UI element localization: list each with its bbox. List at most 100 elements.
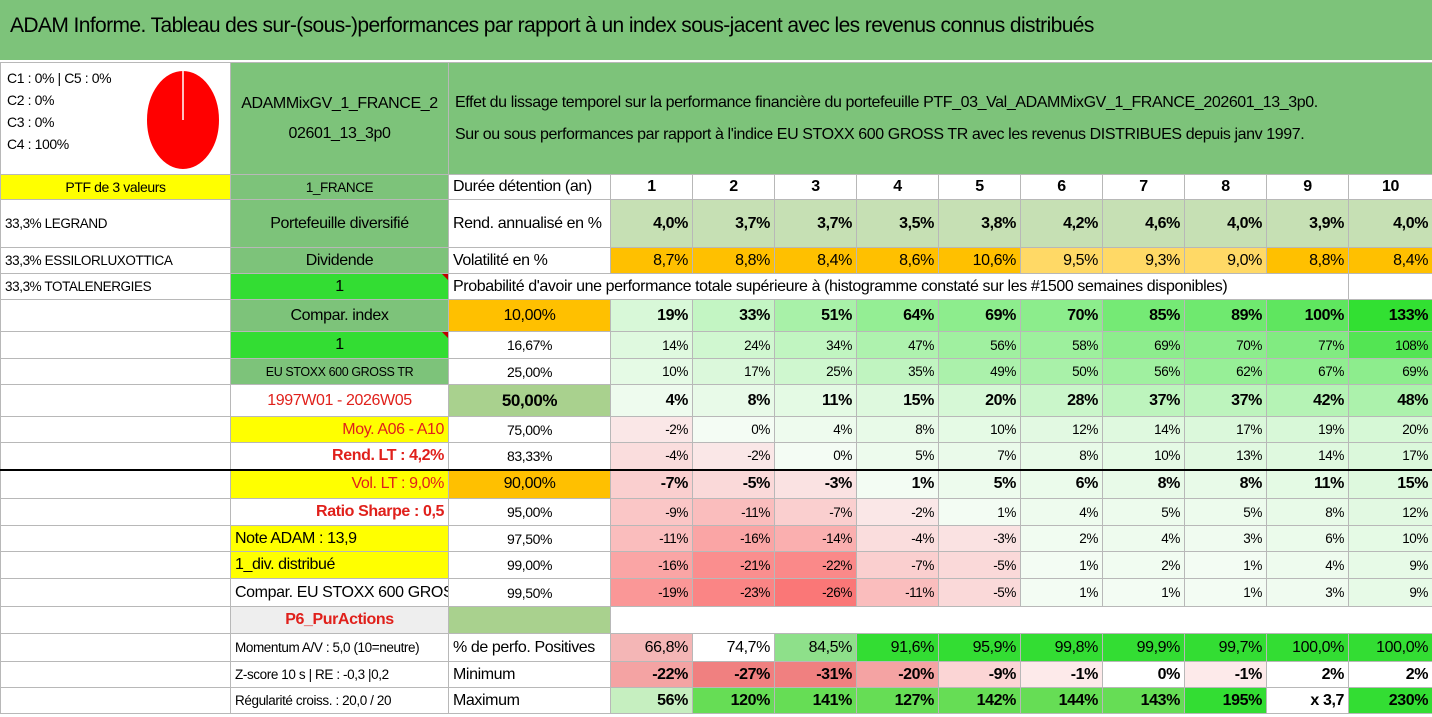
zscore-label: Z-score 10 s | RE : -0,3 |0,2 [230,661,449,688]
maximum-value: 144% [1020,687,1103,714]
compar-index-label: Compar. index [230,299,449,332]
quantile-value: 5% [1102,498,1185,526]
quantile-value: 1% [1020,578,1103,607]
quantile-row: Note ADAM : 13,9 97,50% -11% -16% -14% -4% -3%… [0,525,1432,552]
class-line: C2 : 0% [7,92,54,108]
quantile-value: 10% [938,416,1021,443]
empty-cell [0,442,231,470]
momentum-label: Momentum A/V : 5,0 (10=neutre) [230,633,449,662]
quantile-value: 8% [1102,468,1185,499]
maximum-value: 143% [1102,687,1185,714]
minimum-value: 0% [1102,661,1185,688]
return-row: 33,3% LEGRAND Portefeuille diversifié Rend… [0,199,1432,248]
page-title: ADAM Informe. Tableau des sur-(sous-)per… [10,14,1094,37]
quantile-value: 85% [1102,299,1185,332]
quantile-probability: 50,00% [448,384,611,417]
maximum-value: 56% [610,687,693,714]
quantile-value: 17% [1347,442,1432,470]
quantile-value: 69% [938,299,1021,332]
period-label: 1997W01 - 2026W05 [230,384,449,417]
empty-cell [0,578,231,607]
quantile-probability: 25,00% [448,358,611,385]
volatility-value: 9,5% [1020,247,1103,274]
category-label: P6_PurActions [230,606,449,634]
volatility-row: 33,3% ESSILORLUXOTTICA Dividende Volatilit… [0,247,1432,274]
portfolio-code-line: ADAMMixGV_1_FRANCE_2 [241,94,438,112]
quantile-value: 10% [1347,525,1432,552]
volatility-value: 9,0% [1184,247,1267,274]
quantile-value: -7% [856,551,939,579]
empty-cell [0,498,231,526]
year-header: 9 [1266,174,1349,200]
quantile-value: 25% [774,358,857,385]
quantile-value: 33% [692,299,775,332]
minimum-value: -1% [1020,661,1103,688]
quantile-value: 3% [1184,525,1267,552]
quantile-value: -3% [938,525,1021,552]
return-value: 4,0% [610,199,693,248]
quantile-value: 4% [774,416,857,443]
probability-title: Probabilité d'avoir une performance tota… [448,273,1349,300]
quantile-row: Compar. index 10,00% 19% 33% 51% 64% 69% 70% 85%… [0,299,1432,332]
quantile-value: 28% [1020,384,1103,417]
holding-item: 33,3% TOTALENERGIES [0,273,231,300]
quantile-value: 3% [1266,578,1349,607]
quantile-row: 1_div. distribué 99,00% -16% -21% -22% -7% -5%… [0,551,1432,579]
year-header: 8 [1184,174,1267,200]
holding-item: 33,3% ESSILORLUXOTTICA [0,247,231,274]
empty-cell [0,661,231,688]
empty-cell [0,633,231,662]
minimum-value: -31% [774,661,857,688]
empty-cell [0,606,231,634]
volatility-value: 8,8% [692,247,775,274]
quantile-value: 0% [692,416,775,443]
return-value: 4,6% [1102,199,1185,248]
volatility-value: 8,8% [1266,247,1349,274]
quantile-row: Vol. LT : 9,0% 90,00% -7% -5% -3% 1% 5% 6% 8% 8% 1… [0,468,1432,499]
quantile-value: 14% [1102,416,1185,443]
quantile-value: 4% [610,384,693,417]
year-header: 5 [938,174,1021,200]
header-row: C1 : 0% | C5 : 0% C2 : 0% C3 : 0% C4 : 1… [0,62,1432,175]
compar-index-value: 1 [230,331,449,359]
quantile-value: 8% [1184,468,1267,499]
quantile-value: -7% [774,498,857,526]
year-header: 1 [610,174,693,200]
quantile-value: 10% [610,358,693,385]
class-allocation: C1 : 0% | C5 : 0% C2 : 0% C3 : 0% C4 : 1… [0,62,231,175]
quantile-value: 35% [856,358,939,385]
quantile-row: Ratio Sharpe : 0,5 95,00% -9% -11% -7% -2% 1% 4… [0,498,1432,526]
ptf-label: PTF de 3 valeurs [0,174,231,200]
empty-cell [448,606,611,634]
quantile-probability: 95,00% [448,498,611,526]
portfolio-type: Portefeuille diversifié [230,199,449,248]
class-line: C1 : 0% | C5 : 0% [7,70,112,86]
side-metric: Compar. EU STOXX 600 GROSS TR [230,578,449,607]
positive-value: 99,8% [1020,633,1103,662]
quantile-value: 8% [1266,498,1349,526]
quantile-value: 1% [938,498,1021,526]
quantile-value: -23% [692,578,775,607]
return-value: 3,8% [938,199,1021,248]
quantile-probability: 10,00% [448,299,611,332]
quantile-value: 10% [1102,442,1185,470]
volatility-value: 8,4% [1347,247,1432,274]
quantile-value: 12% [1347,498,1432,526]
positive-value: 99,9% [1102,633,1185,662]
quantile-value: 47% [856,331,939,359]
quantile-value: 6% [1266,525,1349,552]
category-row: P6_PurActions [0,606,1432,634]
quantile-value: 17% [1184,416,1267,443]
portfolio-code-line: 02601_13_3p0 [288,124,391,142]
holding-item: 33,3% LEGRAND [0,199,231,248]
quantile-value: 2% [1102,551,1185,579]
portfolio-code: ADAMMixGV_1_FRANCE_2 02601_13_3p0 [230,62,449,175]
positive-value: 84,5% [774,633,857,662]
quantile-value: 4% [1102,525,1185,552]
quantile-probability: 90,00% [448,468,611,499]
quantile-row: Moy. A06 - A10 75,00% -2% 0% 4% 8% 10% 12% 14% 17… [0,416,1432,443]
regularity-label: Régularité croiss. : 20,0 / 20 [230,687,449,714]
holding-label: Durée détention (an) [448,174,611,200]
quantile-value: -26% [774,578,857,607]
quantile-value: 34% [774,331,857,359]
